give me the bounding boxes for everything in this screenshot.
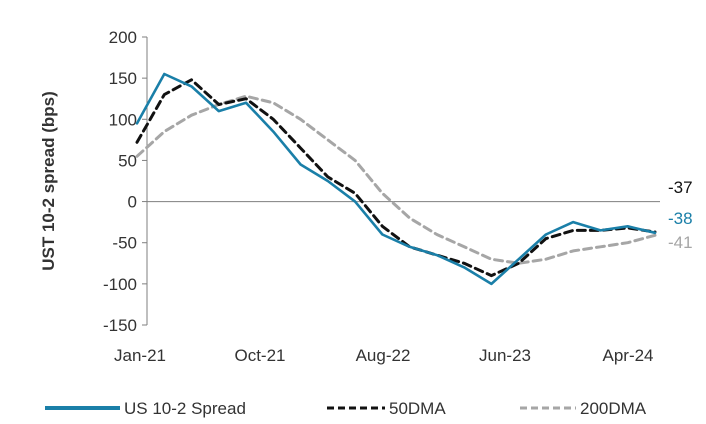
series-line-0 [135, 72, 657, 286]
y-tick-label: -150 [103, 316, 137, 335]
x-tick-label: Jun-23 [479, 346, 531, 365]
x-tick-label: Aug-22 [356, 346, 411, 365]
axes: 200 150 100 50 0 -50 -100 -150 Jan-21 Oct-21 Aug-2… [39, 28, 660, 365]
series-lines [135, 72, 657, 286]
y-tick-label: -100 [103, 275, 137, 294]
end-value-label: -38 [668, 209, 693, 228]
y-axis-label: UST 10-2 spread (bps) [39, 91, 58, 271]
y-tick-label: 100 [109, 110, 137, 129]
y-tick-label: 50 [118, 151, 137, 170]
x-tick-label: Jan-21 [114, 346, 166, 365]
series-line-1 [135, 78, 657, 278]
y-tick-label: 150 [109, 69, 137, 88]
legend-label: 50DMA [389, 399, 446, 418]
y-tick-label: 200 [109, 28, 137, 47]
end-value-label: -37 [668, 178, 693, 197]
y-tick-label: 0 [128, 193, 137, 212]
x-tick-label: Oct-21 [234, 346, 285, 365]
end-value-label: -41 [668, 233, 693, 252]
x-tick-label: Apr-24 [602, 346, 653, 365]
end-labels: -37 -38 -41 [668, 178, 693, 252]
legend-label: 200DMA [580, 399, 647, 418]
y-tick-label: -50 [112, 234, 137, 253]
legend-label: US 10-2 Spread [124, 399, 246, 418]
series-line-2 [135, 94, 657, 265]
legend: US 10-2 Spread 50DMA 200DMA [45, 399, 647, 418]
